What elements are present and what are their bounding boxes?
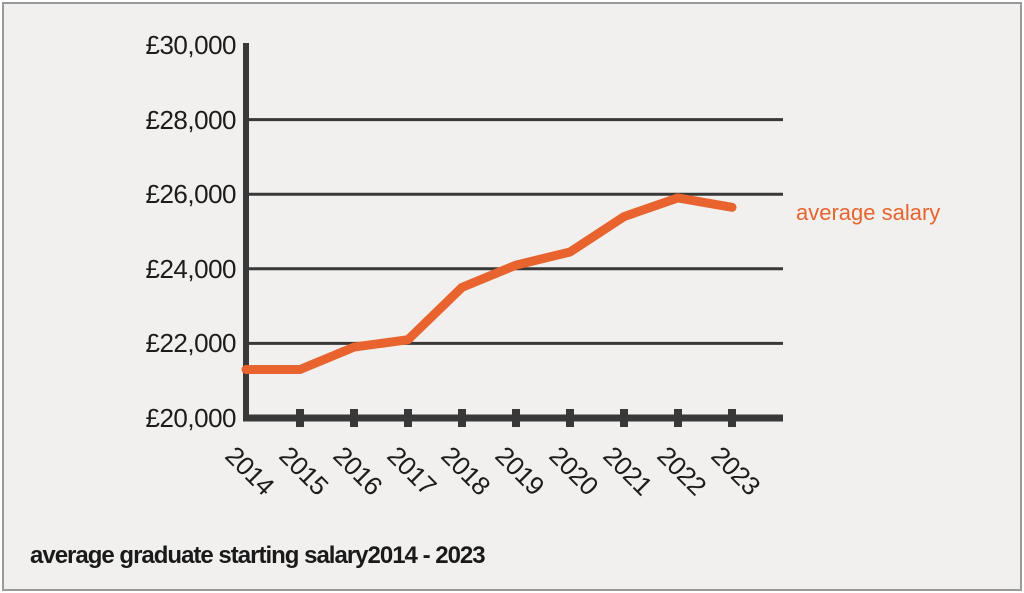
- average-salary-series-line: [241, 193, 737, 374]
- salary-line-chart: [241, 43, 783, 427]
- y-tick-label-22000: £22,000: [145, 328, 237, 359]
- y-tick-label-24000: £24,000: [145, 253, 237, 284]
- chart-title: average graduate starting salary2014 - 2…: [30, 542, 486, 569]
- y-tick-label-30000: £30,000: [145, 30, 237, 60]
- y-tick-label-26000: £26,000: [145, 179, 237, 210]
- y-tick-label-20000: £20,000: [145, 403, 237, 433]
- legend-average-salary: average salary: [796, 200, 941, 225]
- y-tick-label-28000: £28,000: [145, 104, 237, 135]
